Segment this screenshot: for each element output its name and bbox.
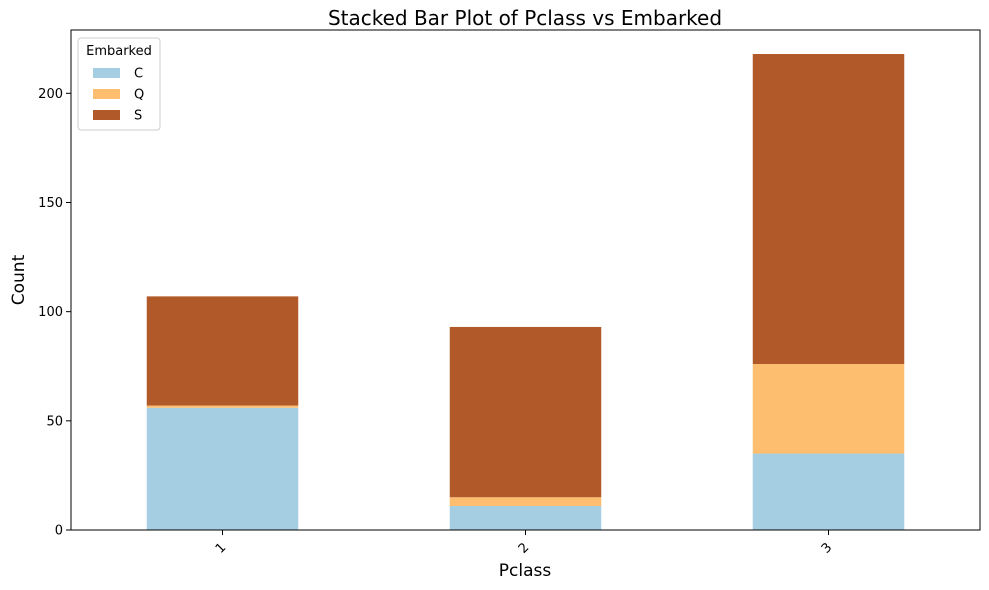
legend-box	[77, 37, 161, 131]
y-tick-label: 200	[38, 87, 63, 102]
bar-s-pclass-3	[752, 54, 905, 365]
bar-c-pclass-1	[146, 407, 299, 530]
bar-c-pclass-3	[752, 453, 905, 530]
x-axis-label: Pclass	[499, 561, 552, 581]
legend-label-s: S	[134, 109, 142, 124]
legend-swatch-q	[93, 89, 120, 99]
x-axis: 1 2 3	[213, 530, 835, 557]
legend-label-q: Q	[134, 88, 144, 103]
y-tick-label: 150	[38, 196, 63, 211]
bar-c-pclass-2	[449, 505, 602, 530]
chart-title: Stacked Bar Plot of Pclass vs Embarked	[328, 6, 722, 30]
bar-q-pclass-2	[449, 497, 602, 506]
y-axis: 0 50 100 150 200	[38, 87, 71, 539]
y-axis-label: Count	[9, 254, 29, 305]
legend: Embarked CQS	[77, 37, 161, 131]
y-tick-label: 0	[55, 524, 63, 539]
y-tick-label: 50	[46, 414, 63, 429]
legend-swatch-c	[93, 68, 120, 78]
bar-s-pclass-1	[146, 296, 299, 406]
x-tick-label: 2	[516, 540, 532, 556]
legend-items: CQS	[93, 67, 144, 124]
y-tick-label: 100	[38, 305, 63, 320]
x-tick-label: 1	[213, 540, 229, 556]
bar-q-pclass-3	[752, 364, 905, 454]
bar-s-pclass-2	[449, 326, 602, 498]
bar-q-pclass-1	[146, 405, 299, 408]
bars-group	[146, 54, 905, 530]
x-tick-label: 3	[819, 540, 835, 556]
legend-label-c: C	[134, 67, 143, 82]
legend-title: Embarked	[86, 44, 152, 59]
legend-swatch-s	[93, 110, 120, 120]
